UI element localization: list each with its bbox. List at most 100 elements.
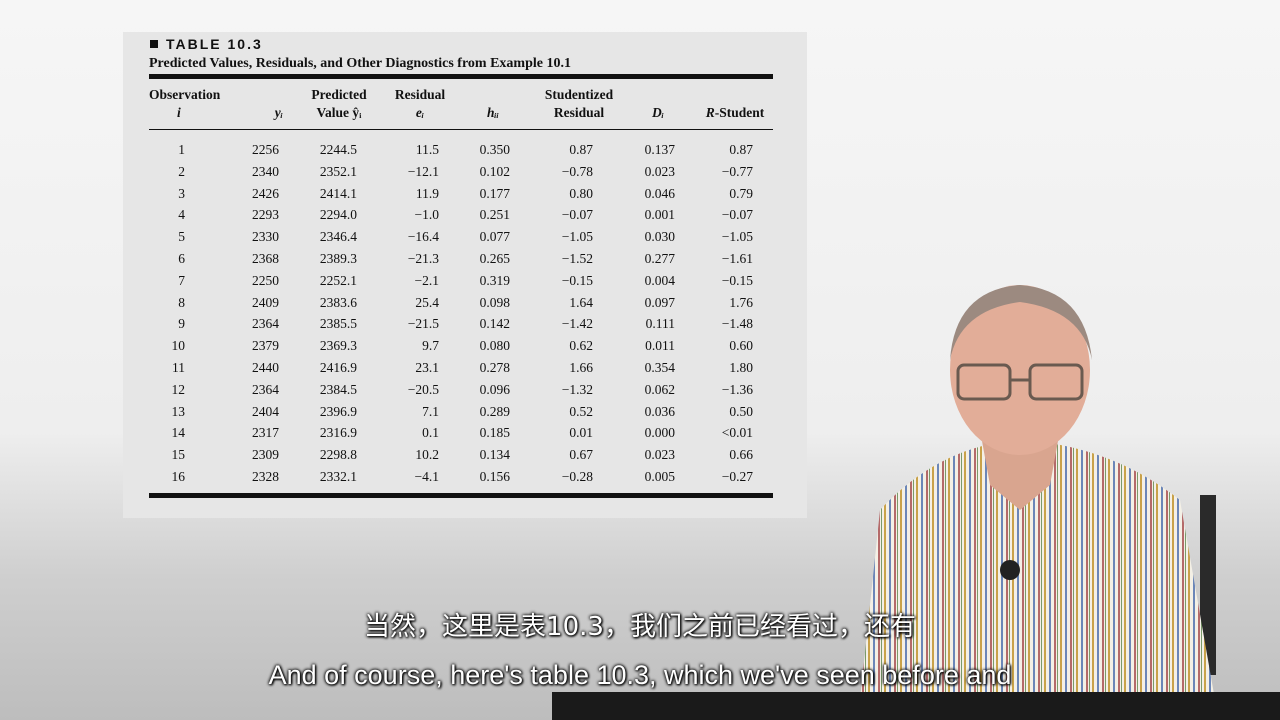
- table-cell: 2244.5: [319, 142, 357, 157]
- table-row: 11 2440 2416.9 23.1 0.278 1.66 0.354 1.80: [149, 360, 773, 382]
- table-cell: 11.5: [415, 142, 439, 157]
- table-row: 8 2409 2383.6 25.4 0.098 1.64 0.097 1.76: [149, 295, 773, 317]
- table-top-rule: [149, 74, 773, 79]
- table-cell: −20.5: [407, 381, 439, 397]
- table-cell: 0.096: [479, 381, 510, 397]
- table-row: 12 2364 2384.5 −20.5 0.096 −1.32 0.062 −1.36: [149, 382, 773, 404]
- table-cell: 0.01: [569, 425, 593, 441]
- header-predicted: Predicted Value ŷᵢ: [311, 87, 367, 120]
- table-cell: −21.5: [407, 316, 439, 332]
- table-cell: 1.66: [569, 359, 593, 375]
- table-cell: 2384.5: [319, 381, 357, 397]
- header-hii: hᵢᵢ: [486, 105, 500, 120]
- table-cell: 5: [178, 229, 185, 245]
- table-cell: 2316.9: [319, 425, 357, 441]
- table-cell: 0.004: [644, 272, 675, 288]
- header-studentized: Studentized Residual: [544, 87, 614, 120]
- table-cell: 2250: [252, 272, 279, 288]
- table-cell: 1.76: [729, 294, 753, 310]
- table-cell: 2440: [252, 359, 279, 375]
- table-cell: 2414.1: [319, 185, 357, 201]
- table-cell: −1.48: [721, 316, 753, 332]
- table-cell: 4: [178, 207, 185, 223]
- table-row: 16 2328 2332.1 −4.1 0.156 −0.28 0.005 −0.27: [149, 469, 773, 491]
- table-row: 5 2330 2346.4 −16.4 0.077 −1.05 0.030 −1.05: [149, 229, 773, 251]
- table-cell: 13: [171, 403, 186, 419]
- table-cell: 2426: [252, 185, 279, 201]
- table-cell: 0.102: [479, 163, 510, 179]
- table-cell: 0.1: [422, 425, 439, 441]
- table-cell: 9: [178, 316, 185, 332]
- table-cell: 10.2: [415, 447, 439, 463]
- table-cell: 0.134: [479, 447, 510, 463]
- table-header-rule: [149, 129, 773, 130]
- table-cell: −21.3: [407, 250, 439, 266]
- table-cell: 0.005: [644, 468, 675, 484]
- table-cell: 0.023: [644, 163, 675, 179]
- table-cell: −1.05: [561, 229, 593, 245]
- table-cell: 3: [178, 185, 185, 201]
- table-cell: 0.80: [569, 185, 593, 201]
- table-cell: −0.15: [561, 272, 593, 288]
- table-cell: 2416.9: [319, 359, 357, 375]
- table-cell: 2404: [252, 403, 279, 419]
- table-cell: 1: [178, 142, 185, 157]
- table-cell: 0.278: [479, 359, 510, 375]
- table-cell: −12.1: [407, 163, 439, 179]
- table-cell: 2352.1: [319, 163, 357, 179]
- table-cell: 10: [171, 338, 186, 354]
- table-cell: 12: [171, 381, 186, 397]
- table-cell: 0.350: [479, 142, 510, 157]
- table-cell: 0.60: [729, 338, 753, 354]
- table-cell: 2383.6: [319, 294, 357, 310]
- header-residual: Residual eᵢ: [394, 87, 446, 120]
- table-cell: <0.01: [721, 425, 753, 441]
- table-cell: 2396.9: [319, 403, 357, 419]
- table-cell: 23.1: [415, 359, 439, 375]
- table-cell: −1.32: [561, 381, 593, 397]
- table-row: 2 2340 2352.1 −12.1 0.102 −0.78 0.023 −0.77: [149, 164, 773, 186]
- table-cell: 0.289: [479, 403, 510, 419]
- table-cell: 16: [171, 468, 186, 484]
- table-cell: −0.28: [561, 468, 593, 484]
- monitor-edge: [552, 692, 1280, 720]
- table-cell: 2364: [252, 316, 279, 332]
- table-cell: 0.137: [644, 142, 675, 157]
- table-cell: 8: [178, 294, 185, 310]
- table-row: 14 2317 2316.9 0.1 0.185 0.01 0.000 <0.01: [149, 425, 773, 447]
- table-row: 13 2404 2396.9 7.1 0.289 0.52 0.036 0.50: [149, 404, 773, 426]
- table-cell: 0.62: [569, 338, 593, 354]
- subtitle-english: And of course, here's table 10.3, which …: [268, 660, 1012, 690]
- table-cell: −1.61: [721, 250, 753, 266]
- table-cell: 15: [171, 447, 186, 463]
- table-cell: −0.78: [561, 163, 593, 179]
- table-cell: 0.87: [729, 142, 753, 157]
- table-cell: 0.080: [479, 338, 510, 354]
- table-cell: 2379: [252, 338, 279, 354]
- table-cell: −1.42: [561, 316, 593, 332]
- table-cell: 0.011: [645, 338, 675, 354]
- table-cell: 0.036: [644, 403, 675, 419]
- table-cell: 2294.0: [319, 207, 357, 223]
- table-cell: −0.27: [721, 468, 753, 484]
- table-row: 9 2364 2385.5 −21.5 0.142 −1.42 0.111 −1.48: [149, 316, 773, 338]
- table-cell: 0.67: [569, 447, 593, 463]
- table-cell: 0.000: [644, 425, 675, 441]
- table-slide: TABLE 10.3 Predicted Values, Residuals, …: [123, 32, 807, 518]
- table-cell: 0.077: [479, 229, 510, 245]
- table-cell: 2309: [252, 447, 279, 463]
- table-cell: 0.52: [569, 403, 593, 419]
- table-cell: −1.36: [721, 381, 753, 397]
- table-cell: 2389.3: [319, 250, 357, 266]
- table-cell: 0.265: [479, 250, 510, 266]
- table-cell: 0.319: [479, 272, 510, 288]
- table-cell: 2256: [252, 142, 279, 157]
- table-cell: 0.277: [644, 250, 675, 266]
- header-y: yᵢ: [274, 105, 283, 120]
- table-cell: 2369.3: [319, 338, 357, 354]
- table-cell: −0.07: [721, 207, 753, 223]
- header-observation: Observation i: [149, 87, 221, 120]
- table-cell: 0.142: [479, 316, 510, 332]
- table-cell: 11.9: [415, 185, 439, 201]
- table-row: 10 2379 2369.3 9.7 0.080 0.62 0.011 0.60: [149, 338, 773, 360]
